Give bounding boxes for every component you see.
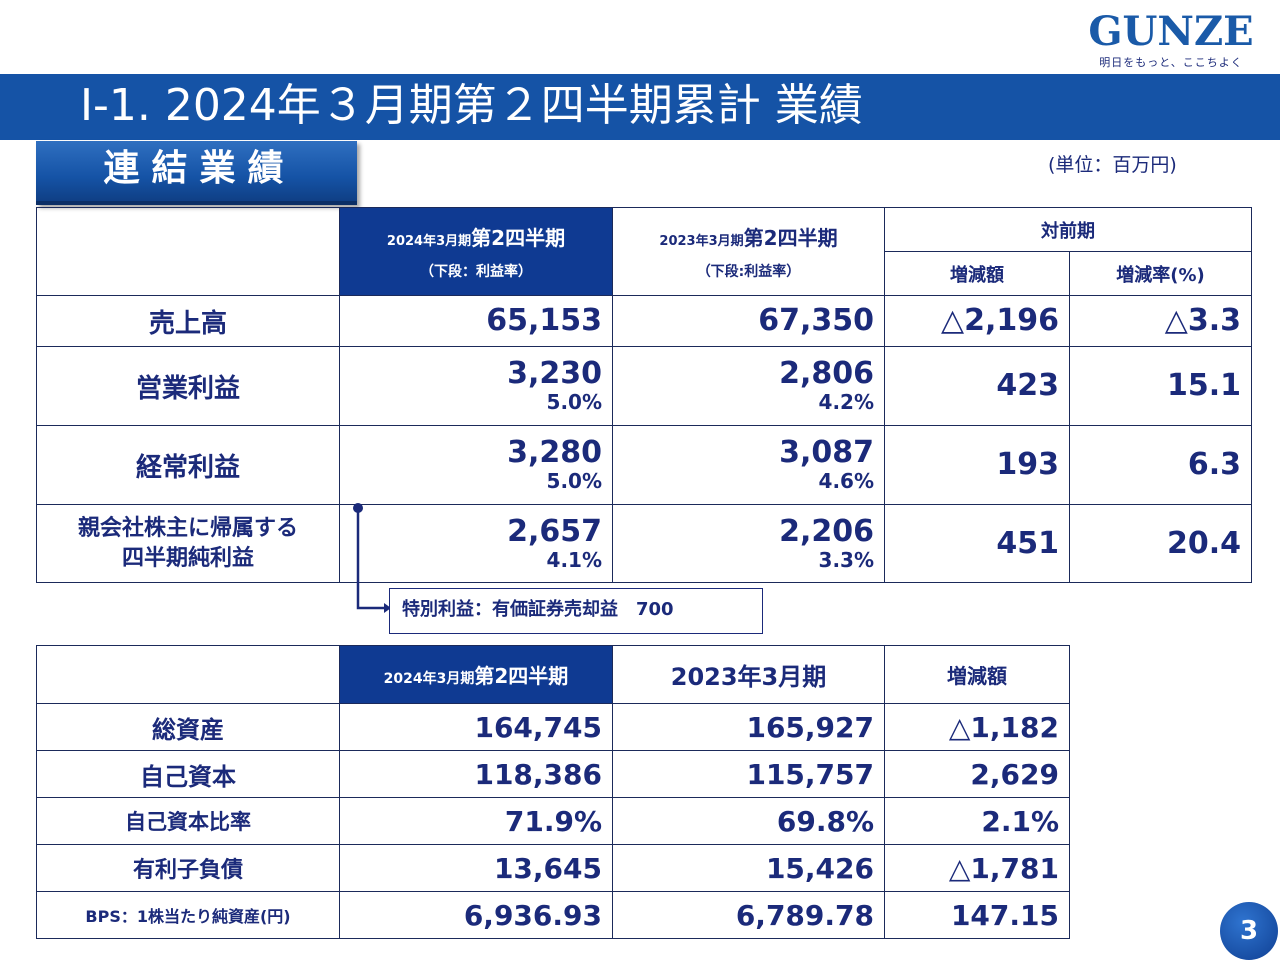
current-value-cell: 3,280 5.0% xyxy=(339,425,613,505)
prior-value-cell: 2,806 4.2% xyxy=(612,346,885,426)
header-prior-suffix: 第2四半期 xyxy=(743,226,838,250)
change-value: 147.15 xyxy=(884,891,1070,939)
current-margin: 5.0% xyxy=(546,390,602,414)
row-label: 自己資本 xyxy=(36,750,340,798)
table-row: 有利子負債 13,645 15,426 △1,781 xyxy=(36,844,1070,892)
prior-value: 67,350 xyxy=(612,295,885,347)
gunze-logo: GUNZE 明日をもっと、ここちよく xyxy=(1086,10,1256,70)
logo-word: GUNZE xyxy=(1088,8,1254,55)
prior-value-cell: 2,206 3.3% xyxy=(612,504,885,583)
prior-value-cell: 3,087 4.6% xyxy=(612,425,885,505)
header-prior-period: 2023年3月期第2四半期 （下段:利益率） xyxy=(612,207,885,296)
page-number-badge: 3 xyxy=(1220,902,1278,960)
row-label-line2: 四半期純利益 xyxy=(121,545,254,571)
change-value: △1,781 xyxy=(884,844,1070,892)
row-label: 売上高 xyxy=(36,295,340,347)
section-label: 連結業績 xyxy=(103,148,296,189)
table-row: 自己資本比率 71.9% 69.8% 2.1% xyxy=(36,797,1070,845)
extraordinary-gain-note: 特別利益：有価証券売却益 700 xyxy=(389,588,763,634)
header-prior-period: 2023年3月期 xyxy=(612,645,885,704)
note-text: 特別利益：有価証券売却益 700 xyxy=(402,599,674,620)
row-label: 総資産 xyxy=(36,703,340,751)
row-label: 有利子負債 xyxy=(36,844,340,892)
table-row: 自己資本 118,386 115,757 2,629 xyxy=(36,750,1070,798)
current-value-cell: 2,657 4.1% xyxy=(339,504,613,583)
title-bar: Ⅰ-1. 2024年３月期第２四半期累計 業績 xyxy=(0,74,1280,140)
note-connector-arrow xyxy=(353,503,391,613)
row-label-net-income: 親会社株主に帰属する 四半期純利益 xyxy=(36,504,340,583)
table-row: 営業利益 3,230 5.0% 2,806 4.2% 423 15.1 xyxy=(36,346,1252,426)
change-value: 193 xyxy=(884,425,1070,505)
row-label: 自己資本比率 xyxy=(36,797,340,845)
header-current-prefix: 2024年3月期 xyxy=(383,671,475,687)
prior-value: 115,757 xyxy=(612,750,885,798)
current-value: 118,386 xyxy=(339,750,613,798)
prior-value: 3,087 xyxy=(779,435,874,470)
rate-value: △3.3 xyxy=(1069,295,1252,347)
change-value: 423 xyxy=(884,346,1070,426)
results-table: 2024年3月期第2四半期 （下段：利益率） 2023年3月期第2四半期 （下段… xyxy=(36,207,1252,583)
prior-margin: 4.6% xyxy=(818,469,874,493)
slide-title: Ⅰ-1. 2024年３月期第２四半期累計 業績 xyxy=(80,80,863,131)
change-value: 2.1% xyxy=(884,797,1070,845)
unit-note: (単位：百万円) xyxy=(1048,154,1177,176)
row-label: BPS：1株当たり純資産(円) xyxy=(36,891,340,939)
row-label: 営業利益 xyxy=(36,346,340,426)
current-value: 13,645 xyxy=(339,844,613,892)
header-blank-cell xyxy=(36,207,340,296)
current-margin: 5.0% xyxy=(546,469,602,493)
logo-tagline: 明日をもっと、ここちよく xyxy=(1099,56,1243,69)
current-value: 3,230 xyxy=(507,356,602,391)
header-yoy: 対前期 xyxy=(884,207,1252,252)
current-value: 71.9% xyxy=(339,797,613,845)
section-badge: 連結業績 xyxy=(36,141,357,205)
header-current-suffix: 第2四半期 xyxy=(474,664,569,688)
prior-value: 2,206 xyxy=(779,513,874,549)
prior-margin: 3.3% xyxy=(818,547,874,572)
header-current-suffix: 第2四半期 xyxy=(471,226,566,250)
table-row: BPS：1株当たり純資産(円) 6,936.93 6,789.78 147.15 xyxy=(36,891,1070,939)
rate-value: 15.1 xyxy=(1069,346,1252,426)
change-value: 451 xyxy=(884,504,1070,583)
header-current-prefix: 2024年3月期 xyxy=(386,234,472,249)
header-current-sub: （下段：利益率） xyxy=(420,264,532,280)
change-value: 2,629 xyxy=(884,750,1070,798)
current-value: 3,280 xyxy=(507,435,602,470)
header-current-period: 2024年3月期第2四半期 （下段：利益率） xyxy=(339,207,613,296)
table-row: 経常利益 3,280 5.0% 3,087 4.6% 193 6.3 xyxy=(36,425,1252,505)
header-prior-prefix: 2023年3月期 xyxy=(659,234,744,249)
header-blank-cell xyxy=(36,645,340,704)
header-change-rate: 増減率(%) xyxy=(1069,251,1252,296)
table-row: 総資産 164,745 165,927 △1,182 xyxy=(36,703,1070,751)
balance-table: 2024年3月期第2四半期 2023年3月期 増減額 総資産 164,745 1… xyxy=(36,645,1070,939)
prior-value: 6,789.78 xyxy=(612,891,885,939)
prior-value: 69.8% xyxy=(612,797,885,845)
header-prior-sub: （下段:利益率） xyxy=(696,264,801,280)
current-value: 164,745 xyxy=(339,703,613,751)
current-value: 65,153 xyxy=(339,295,613,347)
row-label: 経常利益 xyxy=(36,425,340,505)
prior-value: 165,927 xyxy=(612,703,885,751)
current-margin: 4.1% xyxy=(546,547,602,572)
current-value: 6,936.93 xyxy=(339,891,613,939)
current-value: 2,657 xyxy=(507,513,602,549)
table-row: 親会社株主に帰属する 四半期純利益 2,657 4.1% 2,206 3.3% 45… xyxy=(36,504,1252,583)
change-value: △2,196 xyxy=(884,295,1070,347)
rate-value: 20.4 xyxy=(1069,504,1252,583)
header-change: 増減額 xyxy=(884,251,1070,296)
rate-value: 6.3 xyxy=(1069,425,1252,505)
header-change: 増減額 xyxy=(884,645,1070,704)
header-current-period: 2024年3月期第2四半期 xyxy=(339,645,613,704)
prior-value: 2,806 xyxy=(779,356,874,391)
table-row: 売上高 65,153 67,350 △2,196 △3.3 xyxy=(36,295,1252,347)
current-value-cell: 3,230 5.0% xyxy=(339,346,613,426)
row-label-line1: 親会社株主に帰属する xyxy=(77,515,298,541)
change-value: △1,182 xyxy=(884,703,1070,751)
prior-margin: 4.2% xyxy=(818,390,874,414)
prior-value: 15,426 xyxy=(612,844,885,892)
